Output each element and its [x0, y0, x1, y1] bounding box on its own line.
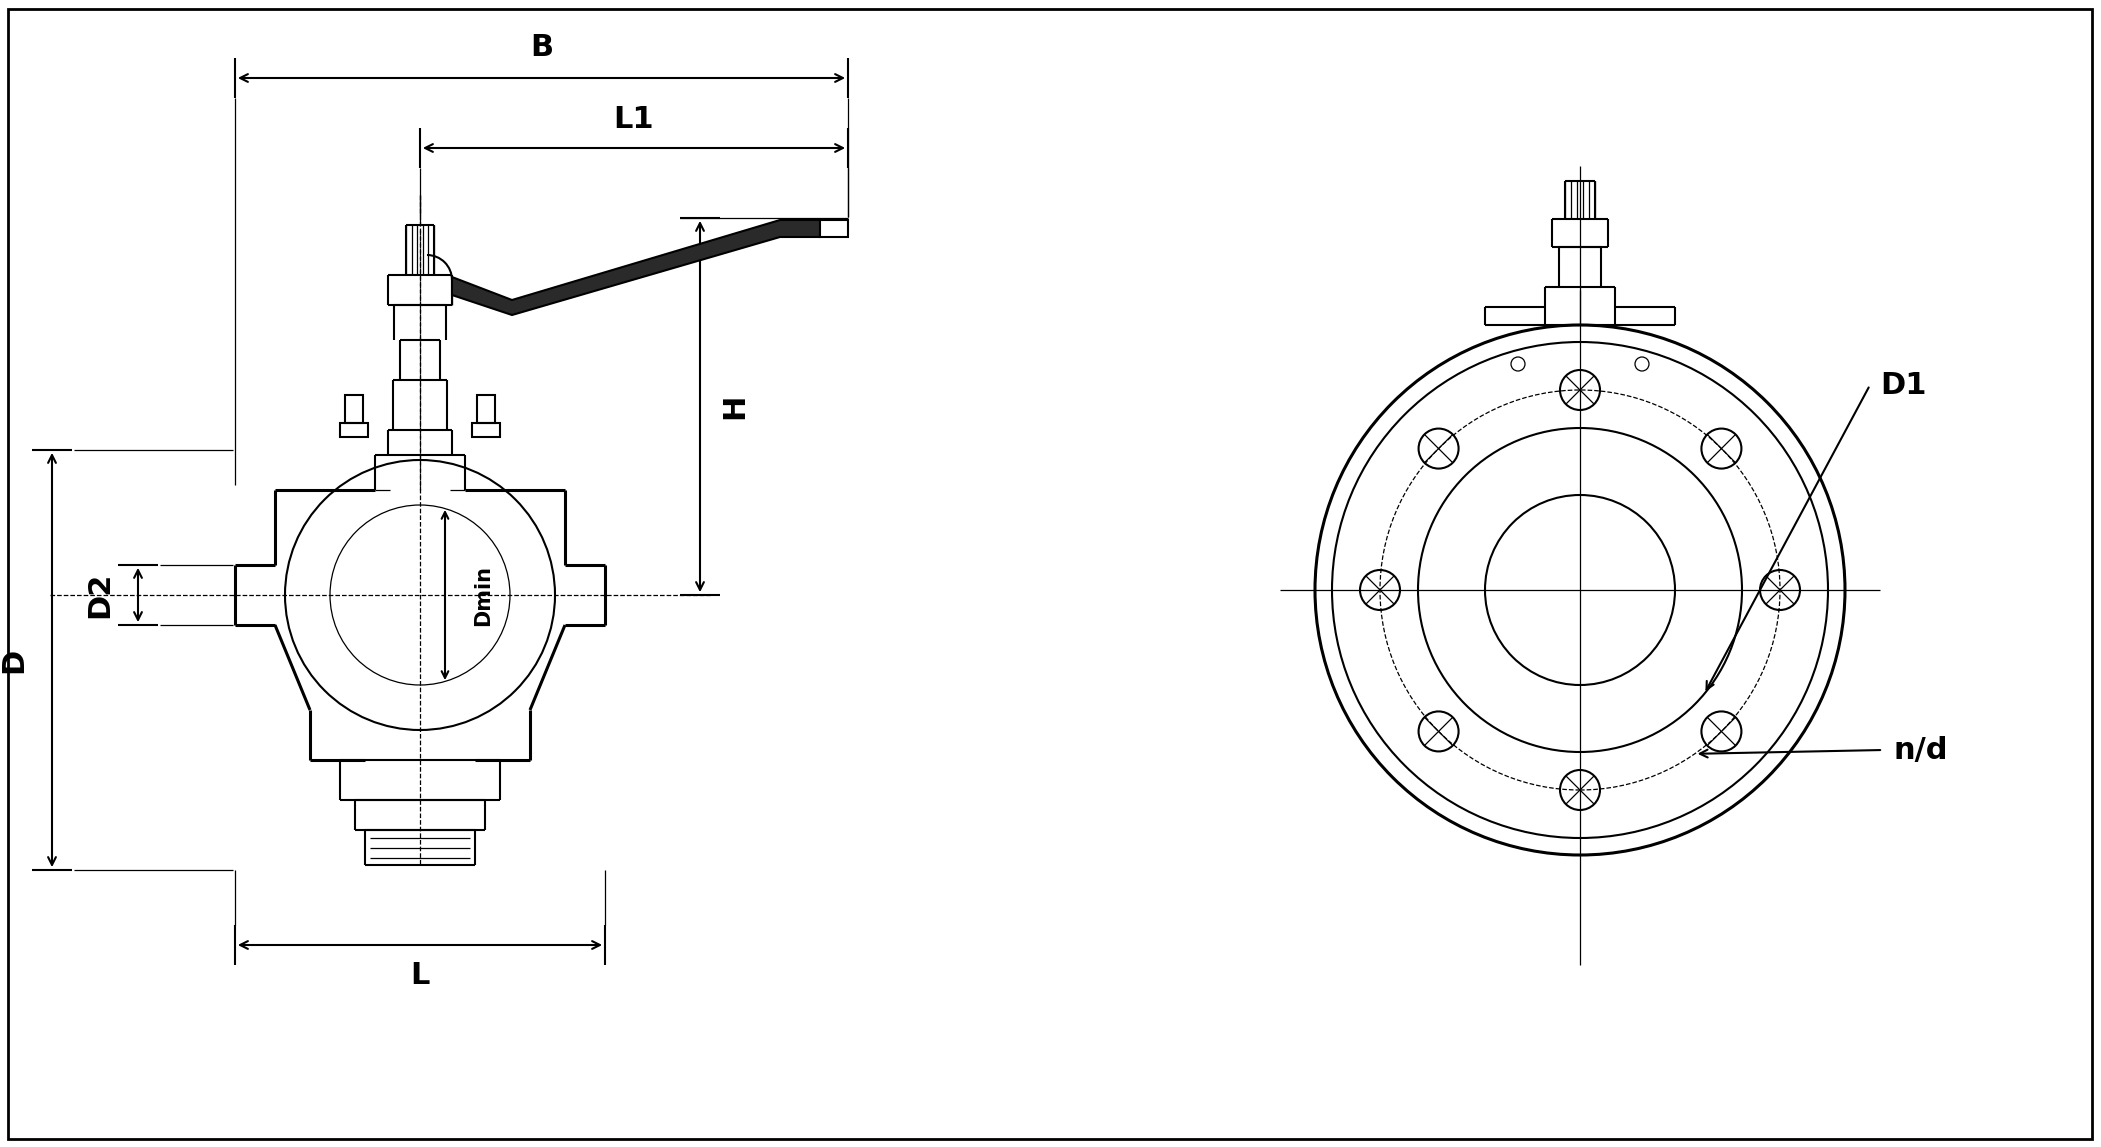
Bar: [345, 395, 363, 423]
Bar: [819, 220, 849, 237]
Bar: [473, 423, 500, 437]
Text: H: H: [721, 393, 750, 419]
Text: n/d: n/d: [1893, 735, 1948, 765]
Text: Dmin: Dmin: [473, 564, 494, 625]
Bar: [340, 423, 368, 437]
Text: D: D: [0, 647, 29, 672]
Polygon shape: [452, 220, 819, 315]
Bar: [477, 395, 496, 423]
Text: D1: D1: [1880, 370, 1927, 399]
Text: L1: L1: [613, 106, 653, 134]
Text: L: L: [410, 960, 431, 990]
Text: D2: D2: [86, 572, 113, 618]
Text: B: B: [529, 33, 553, 62]
